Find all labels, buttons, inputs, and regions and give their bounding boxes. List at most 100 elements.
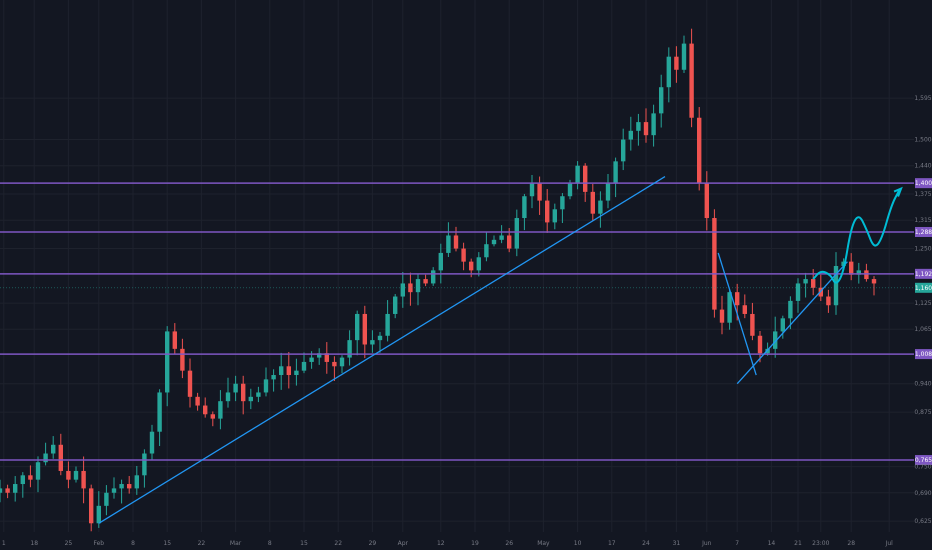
candle — [248, 388, 253, 410]
x-tick-label: 28 — [847, 540, 855, 547]
candle-body — [324, 353, 329, 362]
candle-body — [172, 331, 177, 349]
candle — [157, 389, 162, 447]
candle-body — [484, 244, 489, 258]
candle-body — [621, 139, 626, 162]
y-tick-label: 1,125 — [914, 300, 931, 307]
candle-body — [613, 161, 618, 184]
candle-body — [818, 287, 823, 297]
candle — [552, 203, 557, 230]
candle-body — [58, 444, 63, 471]
trendline[interactable] — [717, 252, 757, 376]
candle-body — [393, 296, 398, 314]
candle-body — [666, 56, 671, 88]
candle — [5, 484, 10, 499]
x-tick-label: Jun — [701, 540, 712, 547]
candle-body — [51, 444, 56, 454]
candle-body — [590, 191, 595, 214]
x-tick-label: 29 — [369, 540, 377, 547]
candle-body — [476, 257, 481, 271]
candle — [659, 74, 664, 128]
trendline[interactable] — [98, 176, 666, 524]
candle — [256, 386, 261, 403]
candle-body — [545, 200, 550, 223]
candle-body — [773, 331, 778, 349]
level-price-label: 1,008 — [915, 351, 932, 358]
candle-body — [704, 183, 709, 219]
y-tick-label: 1,595 — [914, 95, 931, 102]
candle-body — [469, 261, 474, 271]
candle-body — [575, 165, 580, 184]
x-tick-label: 18 — [30, 540, 38, 547]
candle — [803, 272, 808, 298]
candle — [317, 348, 322, 365]
x-tick-label: 22 — [334, 540, 342, 547]
candle — [180, 338, 185, 379]
candle — [149, 424, 155, 461]
candle — [195, 392, 200, 411]
candle-body — [187, 370, 193, 397]
candle-body — [20, 475, 25, 485]
candle — [529, 175, 535, 209]
candle — [332, 356, 337, 381]
candle — [20, 472, 25, 498]
level-price-label: 1,400 — [915, 180, 932, 187]
candle — [491, 235, 497, 247]
candle — [35, 456, 41, 493]
candle-body — [317, 353, 322, 358]
candle — [826, 289, 831, 313]
candle — [621, 128, 626, 171]
candle-body — [111, 488, 117, 493]
candle-body — [408, 283, 413, 293]
candle-body — [674, 56, 679, 70]
candle-body — [370, 340, 375, 345]
candle-body — [757, 335, 763, 354]
candle — [28, 465, 33, 488]
candle-body — [719, 309, 725, 323]
candle — [545, 189, 550, 233]
x-tick-label: Jul — [885, 540, 894, 547]
candle-body — [248, 396, 253, 402]
candle-body — [431, 270, 436, 284]
trendlines[interactable] — [98, 176, 848, 524]
candle — [111, 477, 117, 499]
candle — [301, 352, 307, 374]
x-tick-label: 31 — [673, 540, 681, 547]
candle-body — [507, 235, 512, 249]
candle — [172, 323, 177, 355]
candle-body — [271, 375, 276, 380]
candle — [522, 193, 527, 231]
candle — [13, 476, 18, 502]
candle — [818, 274, 823, 302]
candle — [241, 375, 246, 415]
candle-body — [453, 235, 459, 249]
candle-body — [119, 484, 124, 489]
trendline[interactable] — [736, 261, 848, 385]
x-tick-label: 21 — [794, 540, 802, 547]
candle-body — [385, 313, 390, 336]
candle — [286, 351, 291, 389]
candle-body — [96, 505, 101, 524]
candle-body — [5, 488, 10, 493]
candle — [225, 377, 231, 408]
candle-body — [499, 235, 504, 240]
candle-body — [811, 279, 816, 288]
candle — [674, 46, 679, 83]
candle-body — [788, 300, 793, 319]
candle-body — [104, 492, 109, 506]
candle-body — [689, 43, 694, 118]
candle — [484, 231, 489, 262]
candle-body — [605, 183, 611, 201]
x-tick-label: 15 — [163, 540, 171, 547]
x-tick-label: Mar — [230, 540, 242, 547]
x-tick-label: 19 — [471, 540, 479, 547]
horizontal-levels[interactable]: 1,400 1,288 1,192 1,008 0,765 1,160 — [0, 178, 932, 466]
candle — [324, 342, 329, 374]
candle-body — [560, 196, 565, 210]
candle-body — [712, 218, 717, 310]
candle — [279, 352, 284, 390]
candle-body — [0, 488, 3, 493]
candle-body — [339, 357, 345, 367]
